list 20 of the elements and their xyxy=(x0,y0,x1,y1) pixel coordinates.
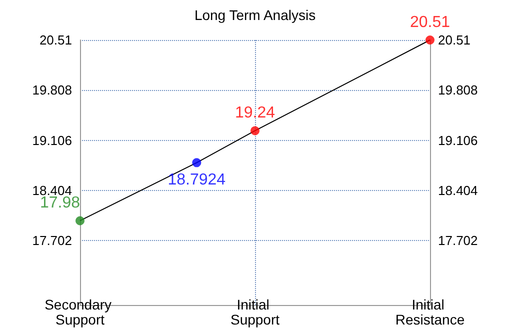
y-tick-label: 20.51 xyxy=(39,32,72,48)
data-label: 20.51 xyxy=(410,14,450,31)
y-tick-label: 19.808 xyxy=(32,82,72,98)
point xyxy=(250,126,260,136)
y2-tick-label: 17.702 xyxy=(438,233,478,248)
y2-tick-label: 19.808 xyxy=(438,82,478,98)
y2-tick-label: 18.404 xyxy=(438,182,478,198)
point xyxy=(192,158,202,168)
chart-title: Long Term Analysis xyxy=(194,7,316,23)
x-tick-label: Initial Support xyxy=(230,296,280,328)
y-tick-label: 19.106 xyxy=(32,132,72,148)
x-tick-label: Initial Resistance xyxy=(395,296,465,328)
y2-tick-label: 19.106 xyxy=(438,132,478,148)
data-label: 19.24 xyxy=(234,104,276,122)
y-tick-label: 17.702 xyxy=(32,233,72,248)
x-tick-label: Secondary Support xyxy=(44,296,116,328)
point xyxy=(76,216,84,226)
data-label: 18.7924 xyxy=(168,172,226,189)
point xyxy=(426,36,434,44)
y2-tick-label: 20.51 xyxy=(438,32,471,48)
